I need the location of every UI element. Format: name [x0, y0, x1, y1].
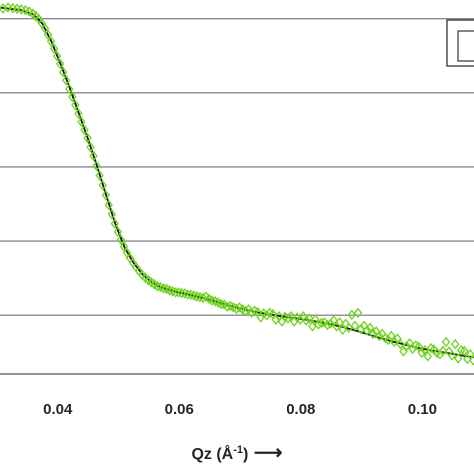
x-tick-label-0: 0.04 [43, 401, 73, 418]
data-marker-59 [186, 289, 196, 301]
data-marker-117 [362, 325, 372, 336]
data-marker-20 [68, 91, 77, 103]
data-marker-12 [43, 29, 53, 40]
data-marker-24 [80, 124, 89, 136]
data-marker-102 [317, 317, 326, 329]
x-tick-label-2: 0.08 [286, 401, 315, 418]
data-marker-13 [46, 36, 56, 47]
data-marker-33 [107, 208, 117, 220]
data-marker-37 [119, 241, 129, 252]
data-marker-146 [450, 338, 460, 350]
data-marker-114 [353, 307, 363, 319]
data-marker-141 [435, 349, 445, 360]
data-marker-134 [414, 341, 423, 353]
data-marker-19 [65, 83, 74, 95]
data-marker-22 [74, 108, 83, 119]
data-marker-128 [396, 338, 405, 350]
data-marker-48 [153, 281, 162, 292]
x-tick-label-3: 0.10 [408, 401, 437, 418]
x-tick-label-1: 0.06 [165, 401, 194, 418]
data-marker-55 [174, 287, 183, 298]
legend-cropped [446, 19, 474, 67]
data-marker-91 [283, 312, 293, 324]
data-marker-61 [192, 291, 202, 302]
data-marker-142 [438, 345, 448, 357]
data-marker-98 [305, 313, 314, 324]
data-marker-106 [329, 315, 338, 326]
data-marker-1 [3, 2, 13, 13]
data-marker-112 [347, 309, 357, 321]
legend-box [446, 19, 474, 67]
data-marker-121 [375, 330, 384, 342]
data-marker-27 [89, 150, 98, 162]
data-marker-101 [314, 319, 323, 330]
data-marker-26 [86, 141, 95, 153]
data-marker-30 [98, 180, 107, 191]
data-marker-56 [177, 287, 186, 299]
data-marker-66 [207, 295, 217, 306]
data-marker-99 [308, 321, 317, 332]
data-marker-136 [420, 344, 429, 356]
data-marker-69 [217, 298, 226, 310]
data-marker-109 [338, 324, 347, 336]
data-marker-34 [110, 218, 120, 229]
data-marker-145 [447, 350, 457, 361]
x-axis-title: Qz (Å-1) ⟶ [191, 442, 282, 464]
data-marker-132 [408, 343, 417, 355]
data-marker-126 [390, 336, 399, 348]
data-marker-25 [83, 132, 92, 144]
data-marker-28 [92, 160, 101, 172]
data-marker-113 [350, 320, 360, 331]
data-marker-111 [344, 322, 354, 334]
data-marker-32 [104, 199, 113, 211]
data-markers [0, 2, 474, 366]
data-marker-23 [77, 116, 86, 127]
data-marker-152 [469, 355, 474, 366]
data-marker-50 [159, 283, 168, 294]
data-marker-137 [423, 351, 433, 362]
gridlines [0, 18, 474, 316]
data-marker-14 [49, 43, 59, 54]
data-marker-119 [368, 328, 378, 340]
data-marker-118 [365, 322, 375, 334]
data-marker-95 [296, 314, 305, 325]
data-marker-36 [116, 234, 126, 245]
legend-swatch [457, 30, 474, 62]
data-marker-31 [101, 189, 110, 201]
data-marker-105 [326, 318, 335, 329]
data-marker-148 [457, 344, 466, 356]
data-marker-149 [460, 345, 469, 357]
data-marker-21 [71, 99, 80, 111]
data-marker-147 [454, 353, 463, 364]
data-marker-143 [441, 336, 451, 348]
x-axis-tick-labels: 0.04 0.06 0.08 0.10 [43, 401, 437, 418]
data-marker-29 [95, 170, 104, 181]
data-marker-63 [198, 292, 208, 304]
data-marker-97 [302, 315, 311, 326]
data-marker-87 [271, 314, 281, 325]
data-marker-58 [183, 289, 192, 300]
data-marker-18 [62, 74, 71, 86]
data-marker-71 [223, 301, 232, 312]
data-marker-11 [40, 23, 50, 34]
data-marker-135 [417, 347, 426, 359]
data-marker-15 [52, 50, 62, 62]
data-marker-104 [323, 319, 332, 331]
data-marker-62 [195, 291, 205, 303]
data-marker-35 [113, 226, 123, 238]
data-marker-108 [335, 317, 344, 328]
data-marker-17 [59, 66, 68, 78]
data-marker-151 [466, 349, 474, 360]
data-marker-115 [356, 323, 366, 335]
data-marker-130 [402, 340, 411, 352]
data-marker-125 [387, 330, 396, 342]
data-marker-54 [171, 287, 180, 298]
data-marker-16 [55, 58, 65, 70]
data-marker-79 [247, 307, 256, 319]
data-marker-74 [232, 303, 241, 314]
data-marker-77 [241, 305, 250, 317]
